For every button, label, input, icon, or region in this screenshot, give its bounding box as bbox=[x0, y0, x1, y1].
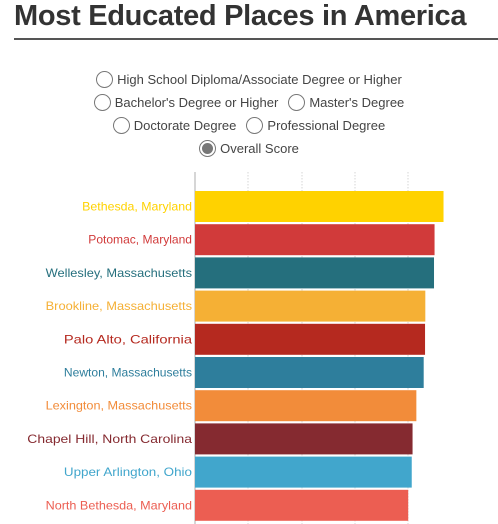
radio-row: Bachelor's Degree or Higher Master's Degr… bbox=[0, 91, 498, 114]
radio-option[interactable]: Overall Score bbox=[199, 140, 299, 157]
radio-row: Doctorate Degree Professional Degree bbox=[0, 114, 498, 137]
radio-label: Overall Score bbox=[220, 141, 299, 156]
radio-circle-icon[interactable] bbox=[112, 117, 130, 134]
category-label: Upper Arlington, Ohio bbox=[64, 465, 192, 479]
radio-label: Doctorate Degree bbox=[133, 118, 237, 133]
radio-option[interactable]: High School Diploma/Associate Degree or … bbox=[96, 71, 402, 88]
bar[interactable] bbox=[195, 290, 426, 322]
category-label: Bethesda, Maryland bbox=[82, 200, 192, 214]
category-label: Newton, Massachusetts bbox=[64, 366, 192, 380]
radio-option[interactable]: Professional Degree bbox=[246, 117, 385, 134]
bar[interactable] bbox=[195, 357, 424, 388]
radio-circle-icon[interactable] bbox=[246, 117, 264, 134]
radio-row: High School Diploma/Associate Degree or … bbox=[0, 68, 498, 91]
bar[interactable] bbox=[195, 224, 435, 256]
radio-option[interactable]: Doctorate Degree bbox=[112, 117, 237, 134]
bar[interactable] bbox=[195, 257, 435, 289]
radio-label: Master's Degree bbox=[309, 95, 405, 110]
radio-circle-icon[interactable] bbox=[288, 94, 306, 111]
category-label: Palo Alto, California bbox=[64, 332, 192, 346]
category-label: Lexington, Massachusetts bbox=[46, 399, 192, 413]
radio-option[interactable]: Bachelor's Degree or Higher bbox=[93, 94, 279, 111]
bar[interactable] bbox=[195, 456, 412, 488]
radio-label: Professional Degree bbox=[267, 118, 386, 133]
title-underline bbox=[14, 38, 498, 40]
category-label: Potomac, Maryland bbox=[88, 233, 192, 247]
radio-row: Overall Score bbox=[0, 137, 498, 160]
bar[interactable] bbox=[195, 489, 409, 521]
radio-option[interactable]: Master's Degree bbox=[288, 94, 404, 111]
radio-label: High School Diploma/Associate Degree or … bbox=[117, 72, 402, 87]
category-label: Brookline, Massachusetts bbox=[46, 299, 192, 313]
bar[interactable] bbox=[195, 390, 417, 422]
bar[interactable] bbox=[195, 191, 444, 222]
category-label: North Bethesda, Maryland bbox=[46, 498, 192, 512]
radio-circle-icon[interactable] bbox=[199, 140, 217, 157]
category-label: Chapel Hill, North Carolina bbox=[27, 432, 192, 446]
page-title: Most Educated Places in America bbox=[14, 0, 467, 32]
radio-circle-icon[interactable] bbox=[96, 71, 114, 88]
radio-circle-icon[interactable] bbox=[93, 94, 111, 111]
category-label: Wellesley, Massachusetts bbox=[46, 266, 192, 280]
radio-label: Bachelor's Degree or Higher bbox=[114, 95, 279, 110]
bar[interactable] bbox=[195, 423, 413, 455]
metric-selector: High School Diploma/Associate Degree or … bbox=[0, 68, 498, 160]
bar[interactable] bbox=[195, 323, 426, 355]
